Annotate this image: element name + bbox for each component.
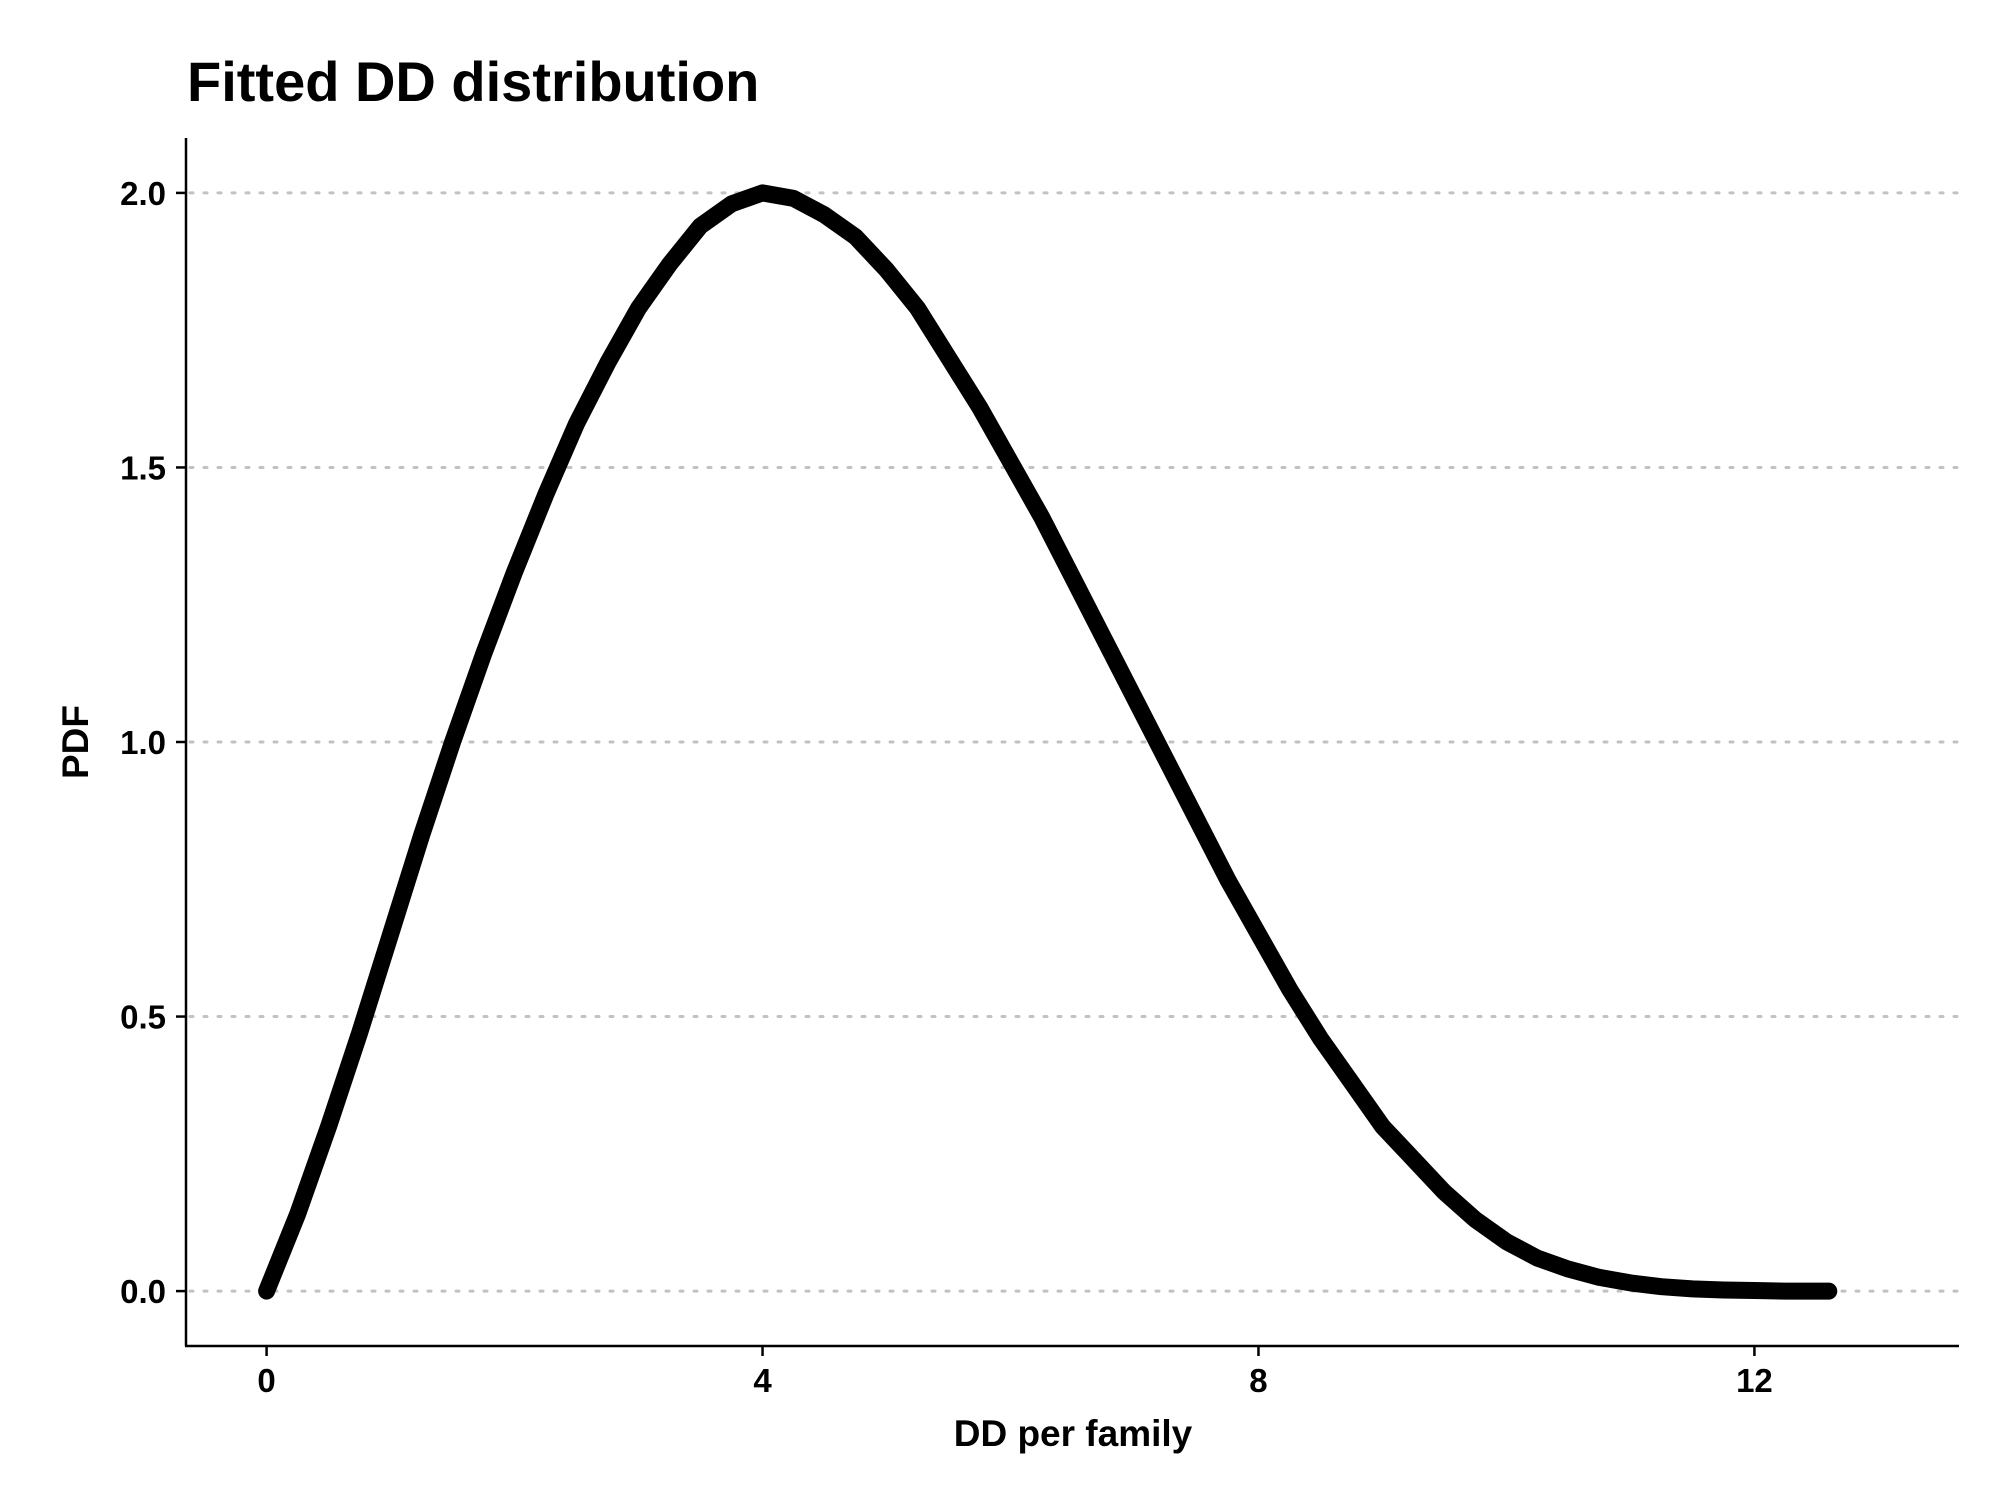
pdf-curve [258,184,1838,1300]
x-tick-label: 12 [1736,1362,1773,1399]
series-layer [258,184,1838,1300]
y-tick-label: 0.5 [120,999,166,1036]
y-tick-label: 2.0 [120,175,166,212]
x-tick-label: 0 [257,1362,275,1399]
y-tick-label: 0.0 [120,1273,166,1310]
y-axis-title: PDF [55,705,96,779]
chart-title: Fitted DD distribution [187,50,759,113]
ticks: 0.0 0.5 1.0 1.5 2.0 0 4 8 12 [120,175,1773,1399]
y-tick-label: 1.0 [120,724,166,761]
x-axis-title: DD per family [954,1413,1193,1454]
x-tick-label: 4 [753,1362,772,1399]
y-tick-label: 1.5 [120,449,166,486]
x-tick-label: 8 [1249,1362,1267,1399]
